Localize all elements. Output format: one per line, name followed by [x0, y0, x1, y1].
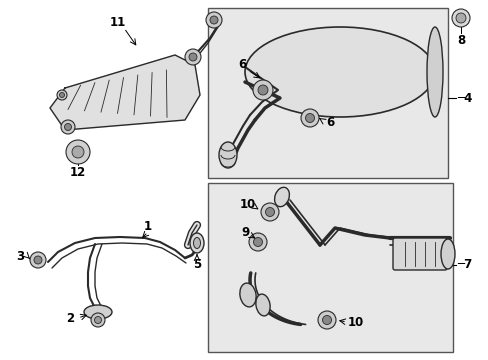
Circle shape	[72, 146, 84, 158]
Bar	[207, 8, 447, 178]
Circle shape	[189, 53, 197, 61]
Circle shape	[30, 252, 46, 268]
Ellipse shape	[193, 238, 200, 248]
Circle shape	[258, 85, 267, 95]
Text: 8: 8	[456, 33, 464, 46]
Ellipse shape	[440, 239, 454, 269]
Polygon shape	[50, 55, 200, 130]
Circle shape	[66, 140, 90, 164]
Circle shape	[91, 313, 105, 327]
Circle shape	[455, 13, 465, 23]
Bar	[207, 183, 452, 352]
Text: 1: 1	[143, 220, 152, 233]
Circle shape	[451, 9, 469, 27]
Circle shape	[253, 238, 262, 247]
Ellipse shape	[190, 233, 203, 253]
Circle shape	[265, 207, 274, 216]
Circle shape	[184, 49, 201, 65]
Text: 12: 12	[70, 166, 86, 179]
Text: 9: 9	[241, 225, 248, 238]
Text: 5: 5	[192, 258, 201, 271]
FancyBboxPatch shape	[392, 238, 446, 270]
Text: ─7: ─7	[456, 258, 471, 271]
Ellipse shape	[84, 305, 112, 319]
Circle shape	[209, 16, 218, 24]
Circle shape	[322, 315, 331, 324]
Text: 2: 2	[66, 311, 74, 324]
Text: 10: 10	[347, 315, 364, 328]
Circle shape	[64, 123, 71, 130]
Ellipse shape	[274, 187, 289, 207]
Circle shape	[248, 233, 266, 251]
Text: ─4: ─4	[456, 91, 471, 104]
Text: 6: 6	[237, 58, 245, 72]
Ellipse shape	[244, 27, 434, 117]
Circle shape	[34, 256, 42, 264]
Ellipse shape	[239, 283, 256, 307]
Circle shape	[261, 203, 279, 221]
Text: 11: 11	[110, 15, 126, 28]
Circle shape	[317, 311, 335, 329]
Text: 6: 6	[325, 116, 333, 129]
Circle shape	[305, 113, 314, 122]
Text: 3: 3	[16, 249, 24, 262]
Circle shape	[60, 93, 64, 98]
Ellipse shape	[426, 27, 442, 117]
Circle shape	[301, 109, 318, 127]
Circle shape	[94, 316, 102, 324]
Ellipse shape	[219, 142, 237, 168]
Circle shape	[61, 120, 75, 134]
Text: 10: 10	[240, 198, 256, 211]
Circle shape	[205, 12, 222, 28]
Ellipse shape	[255, 294, 269, 316]
Circle shape	[57, 90, 67, 100]
Circle shape	[252, 80, 272, 100]
